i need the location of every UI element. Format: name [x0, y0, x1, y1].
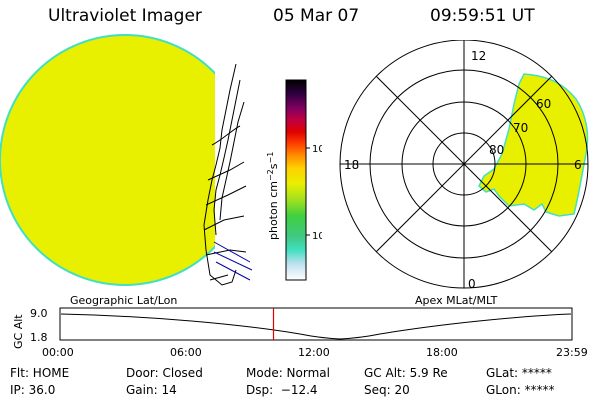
geographic-projection-label: Geographic Lat/Lon [70, 294, 178, 307]
mlat-label-80: 80 [489, 143, 504, 157]
timeline-y-top: 9.0 [30, 307, 48, 320]
dsp-status: Dsp: −12.4 [246, 383, 318, 397]
instrument-title: Ultraviolet Imager [48, 6, 202, 26]
polar-plot: 12 18 6 0 60 70 80 [339, 40, 589, 291]
colorbar-tick-10: 10 [312, 231, 322, 242]
mode-status: Mode: Normal [246, 366, 330, 380]
time-label: 09:59:51 UT [430, 6, 535, 26]
colorbar: 100 10 photon cm−2s−1 [266, 79, 322, 281]
auroral-emission-region [478, 73, 589, 217]
date-label: 05 Mar 07 [273, 6, 360, 26]
colorbar-unit-label: photon cm−2s−1 [266, 152, 280, 240]
mlt-label-0: 0 [468, 277, 476, 291]
timeline-tick-4: 23:59 [556, 346, 588, 359]
gcalt-status: GC Alt: 5.9 Re [364, 366, 448, 380]
timeline-tick-0: 00:00 [42, 346, 74, 359]
colorbar-gradient [285, 79, 307, 281]
mlat-label-70: 70 [513, 121, 528, 135]
mlt-label-6: 6 [574, 158, 582, 172]
seq-status: Seq: 20 [364, 383, 410, 397]
mlat-label-60: 60 [536, 97, 551, 111]
earth-disk-emission [0, 34, 215, 286]
mlt-label-18: 18 [344, 158, 359, 172]
coastline-overlay [203, 63, 247, 286]
apex-projection-label: Apex MLat/MLT [415, 294, 498, 307]
glon-status: GLon: ***** [486, 383, 555, 397]
gain-status: Gain: 14 [126, 383, 177, 397]
door-status: Door: Closed [126, 366, 203, 380]
polar-grid [339, 40, 589, 289]
altitude-curve [60, 313, 572, 340]
timeline-ylabel: GC Alt [12, 314, 25, 349]
geographic-image-panel [0, 34, 253, 286]
flight-status: Flt: HOME [10, 366, 70, 380]
ip-status: IP: 36.0 [10, 383, 56, 397]
timeline-frame [59, 307, 573, 341]
altitude-timeline: GC Alt 9.0 1.8 00:00 06:00 12:00 18:00 2… [12, 307, 588, 359]
grid-lines-overlay [213, 241, 253, 281]
glat-status: GLat: ***** [486, 366, 552, 380]
mlt-label-12: 12 [471, 49, 486, 63]
timeline-tick-1: 06:00 [170, 346, 202, 359]
colorbar-tick-100: 100 [312, 144, 322, 155]
timeline-y-bottom: 1.8 [30, 331, 48, 344]
timeline-tick-3: 18:00 [426, 346, 458, 359]
timeline-tick-2: 12:00 [298, 346, 330, 359]
